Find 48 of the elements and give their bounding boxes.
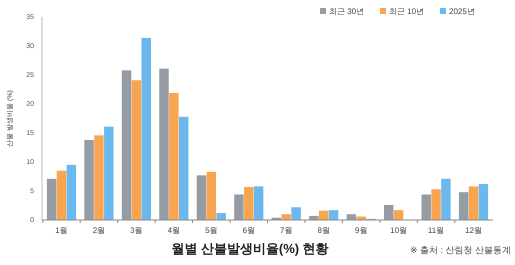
x-tick-label: 2월 [92, 226, 106, 235]
bar [291, 207, 301, 220]
bar [94, 135, 104, 220]
bar [328, 210, 338, 220]
bar [196, 175, 206, 220]
bar [46, 178, 56, 220]
bar [394, 210, 404, 220]
bar [468, 186, 478, 220]
bar [254, 186, 264, 220]
x-tick-label: 8월 [317, 226, 330, 235]
x-tick-label: 11월 [428, 226, 444, 235]
bar [346, 214, 356, 220]
legend-label: 2025년 [449, 7, 475, 16]
bar [421, 194, 431, 220]
x-tick-label: 1월 [55, 226, 68, 235]
bar [384, 204, 394, 220]
bar [234, 194, 244, 220]
bar [178, 116, 188, 220]
bar [458, 192, 468, 220]
x-tick-label: 7월 [280, 226, 292, 235]
x-tick-label: 3월 [130, 226, 143, 235]
bar [132, 80, 142, 220]
legend-label: 최근 10년 [389, 7, 424, 16]
text: ※ 출처 : 산림청 산불통계 [410, 245, 511, 255]
x-tick-label: 12월 [465, 226, 482, 235]
bar [318, 210, 328, 220]
x-tick-label: 9월 [354, 226, 368, 235]
x-tick-label: 10월 [390, 226, 408, 235]
bar [206, 172, 216, 220]
x-tick-label: 6월 [242, 226, 255, 235]
bar [104, 126, 114, 220]
bar [478, 184, 488, 220]
bar [84, 140, 94, 220]
bar [244, 186, 254, 220]
x-tick-label: 5월 [205, 226, 218, 235]
bar [282, 214, 291, 220]
bar [431, 189, 441, 220]
bar [169, 92, 179, 220]
x-tick-label: 4월 [168, 226, 180, 235]
bar [159, 68, 169, 220]
bar [122, 70, 132, 220]
bar [142, 38, 151, 220]
bar [56, 170, 66, 220]
text: 월별 산불발생비율(%) 현황 [171, 241, 329, 256]
legend-label: 최근 30년 [329, 7, 364, 16]
bar [441, 178, 451, 220]
bar [216, 213, 226, 220]
bar [66, 164, 76, 220]
